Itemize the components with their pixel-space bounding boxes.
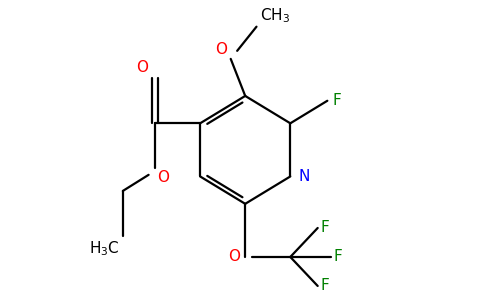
Text: F: F <box>334 250 343 265</box>
Text: O: O <box>157 170 168 185</box>
Text: O: O <box>136 60 149 75</box>
Text: F: F <box>332 93 341 108</box>
Text: CH$_3$: CH$_3$ <box>260 6 290 25</box>
Text: F: F <box>321 278 330 293</box>
Text: O: O <box>228 250 241 265</box>
Text: H$_3$C: H$_3$C <box>89 239 120 258</box>
Text: N: N <box>298 169 310 184</box>
Text: O: O <box>215 42 227 57</box>
Text: F: F <box>321 220 330 236</box>
